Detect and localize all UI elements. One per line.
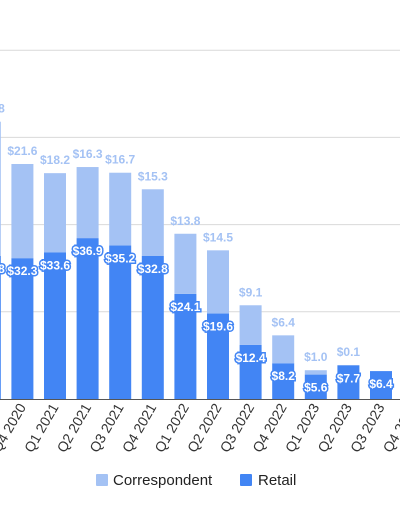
- gridlines: [0, 49, 400, 313]
- data-label-correspondent-3: $16.3: [73, 147, 103, 161]
- legend: Correspondent Retail: [96, 472, 296, 489]
- bar-correspondent-8: [239, 305, 262, 345]
- data-label-retail-2: $33.6: [40, 259, 70, 273]
- data-label-correspondent-4: $16.7: [105, 153, 135, 167]
- data-label-correspondent-0: $30.8: [0, 102, 5, 116]
- bar-retail-3: [76, 238, 99, 399]
- data-label-correspondent-6: $13.8: [170, 214, 200, 228]
- data-label-correspondent-7: $14.5: [203, 230, 233, 244]
- bar-retail-4: [109, 245, 132, 399]
- bar-correspondent-3: [76, 167, 99, 239]
- data-label-retail-6: $24.1: [170, 300, 200, 314]
- data-label-correspondent-9: $6.4: [272, 315, 296, 329]
- bar-correspondent-10: [304, 370, 327, 375]
- legend-label-retail: Retail: [258, 472, 296, 489]
- data-label-retail-12: $6.4: [369, 377, 393, 391]
- bar-retail-9: [272, 363, 295, 399]
- data-labels: $32.8 $30.8 $32.3 $21.6 $33.6 $18.2 $36.9 $16.3…: [0, 102, 395, 396]
- bar-correspondent-2: [44, 173, 66, 253]
- data-label-correspondent-10: $1.0: [304, 350, 328, 364]
- legend-swatch-correspondent: [96, 474, 108, 486]
- legend-label-correspondent: Correspondent: [113, 472, 213, 489]
- data-label-correspondent-1: $21.6: [7, 144, 37, 158]
- bar-retail-5: [141, 255, 164, 399]
- data-label-retail-0: $32.8: [0, 262, 5, 276]
- bar-retail-11: [337, 365, 360, 399]
- bar-retail-7: [207, 313, 229, 399]
- bar-retail-0: [0, 255, 1, 399]
- data-label-retail-4: $35.2: [105, 252, 135, 266]
- bar-retail-12: [370, 371, 392, 399]
- legend-swatch-retail: [240, 474, 252, 486]
- data-label-retail-9: $8.2: [272, 369, 296, 383]
- bar-retail-10: [304, 374, 327, 399]
- bar-correspondent-0: [0, 121, 1, 256]
- data-label-correspondent-2: $18.2: [40, 153, 70, 167]
- data-label-retail-1: $32.3: [7, 264, 37, 278]
- bar-correspondent-6: [174, 233, 197, 294]
- bar-retail-6: [174, 293, 197, 399]
- bar-retail-8: [239, 344, 262, 399]
- data-label-correspondent-8: $9.1: [239, 285, 263, 299]
- data-label-retail-8: $12.4: [236, 351, 266, 365]
- bar-retail-2: [44, 252, 66, 399]
- bars: [0, 121, 392, 399]
- data-label-correspondent-11: $0.1: [337, 345, 361, 359]
- data-label-correspondent-5: $15.3: [138, 169, 168, 183]
- bar-correspondent-1: [11, 163, 34, 259]
- bar-retail-1: [11, 258, 34, 399]
- data-label-retail-7: $19.6: [203, 320, 233, 334]
- data-label-retail-11: $7.7: [337, 371, 361, 385]
- bar-correspondent-7: [207, 250, 229, 314]
- bar-correspondent-5: [141, 189, 164, 256]
- data-label-retail-3: $36.9: [73, 244, 103, 258]
- data-label-retail-5: $32.8: [138, 262, 168, 276]
- bar-correspondent-4: [109, 172, 132, 246]
- bar-correspondent-9: [272, 335, 295, 364]
- data-label-retail-10: $5.6: [304, 381, 328, 395]
